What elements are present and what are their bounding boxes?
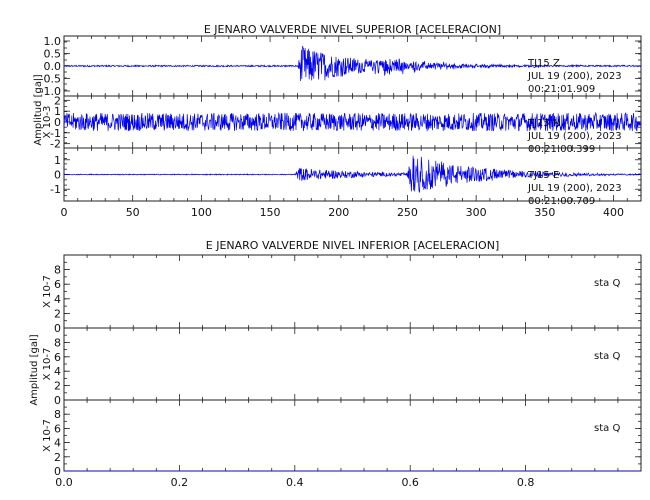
y-tick-label: 0: [54, 394, 61, 407]
y-tick-label: 2: [54, 380, 61, 393]
y-multiplier-label: X 10-7: [42, 419, 53, 452]
x-tick-label: 100: [191, 206, 212, 219]
y-tick-label: 0.5: [44, 48, 62, 61]
y-tick-label: 0: [54, 465, 61, 478]
y-tick-label: 8: [54, 336, 61, 349]
y-tick-label: -1: [50, 183, 61, 196]
waveform-trace: [63, 155, 642, 193]
x-tick-label: 0: [61, 206, 68, 219]
y-tick-label: 1: [54, 154, 61, 167]
station-label: TJ15 E: [527, 170, 559, 181]
time-label: 00:21:00.399: [528, 144, 595, 155]
x-tick-label: 0.2: [171, 476, 189, 489]
y-tick-label: 4: [54, 365, 61, 378]
time-label: 00:21:01.909: [528, 84, 595, 95]
y-tick-label: 6: [54, 278, 61, 291]
x-tick-label: 350: [534, 206, 555, 219]
panel-frame: [63, 327, 642, 401]
y-tick-label: 4: [54, 437, 61, 450]
y-axis-label: Amplitud [gal]: [29, 334, 40, 405]
y-tick-label: -1.0: [40, 85, 61, 98]
y-tick-label: 6: [54, 351, 61, 364]
y-tick-label: 2: [54, 451, 61, 464]
y-tick-label: 1.0: [44, 35, 62, 48]
date-label: JUL 19 (200), 2023: [527, 183, 622, 194]
x-tick-label: 0.8: [517, 476, 535, 489]
y-tick-label: 2: [54, 94, 61, 107]
x-tick-label: 300: [466, 206, 487, 219]
x-tick-label: 150: [260, 206, 281, 219]
x-tick-label: 0.0: [55, 476, 73, 489]
y-tick-label: -0.5: [40, 73, 61, 86]
x-tick-label: 250: [397, 206, 418, 219]
y-tick-label: 8: [54, 264, 61, 277]
waveform-trace: [63, 111, 642, 132]
y-multiplier-label: X 10-7: [42, 348, 53, 381]
y-multiplier-label: X 10-7: [42, 275, 53, 308]
station-label: sta Q: [594, 351, 620, 362]
y-tick-label: 4: [54, 293, 61, 306]
y-tick-label: 0: [54, 169, 61, 182]
y-axis-label: Amplitud [gal]: [33, 74, 44, 145]
date-label: JUL 19 (200), 2023: [527, 131, 622, 142]
station-label: TJ15 Z: [527, 58, 560, 69]
y-tick-label: -1: [50, 127, 61, 140]
waveform-trace: [63, 45, 642, 82]
chart-title: E JENARO VALVERDE NIVEL SUPERIOR [ACELER…: [204, 23, 501, 36]
station-label: sta Q: [594, 423, 620, 434]
panel-frame: [63, 399, 642, 472]
y-tick-label: 1: [54, 105, 61, 118]
date-label: JUL 19 (200), 2023: [527, 71, 622, 82]
y-tick-label: 0.0: [44, 60, 62, 73]
x-tick-label: 0.6: [401, 476, 419, 489]
x-tick-label: 0.4: [286, 476, 304, 489]
y-multiplier-label: X 10-3: [42, 106, 53, 139]
x-tick-label: 50: [126, 206, 140, 219]
y-tick-label: 2: [54, 307, 61, 320]
panel-frame: [63, 254, 642, 329]
station-label: sta Q: [594, 278, 620, 289]
y-tick-label: 0: [54, 116, 61, 129]
chart-title: E JENARO VALVERDE NIVEL INFERIOR [ACELER…: [206, 239, 499, 252]
x-tick-label: 200: [328, 206, 349, 219]
station-label: TJ15 N: [527, 118, 560, 129]
x-tick-label: 400: [603, 206, 624, 219]
y-tick-label: 6: [54, 422, 61, 435]
y-tick-label: 8: [54, 408, 61, 421]
time-label: 00:21:00.709: [528, 196, 595, 207]
y-tick-label: 0: [54, 322, 61, 335]
y-tick-label: -2: [50, 138, 61, 151]
